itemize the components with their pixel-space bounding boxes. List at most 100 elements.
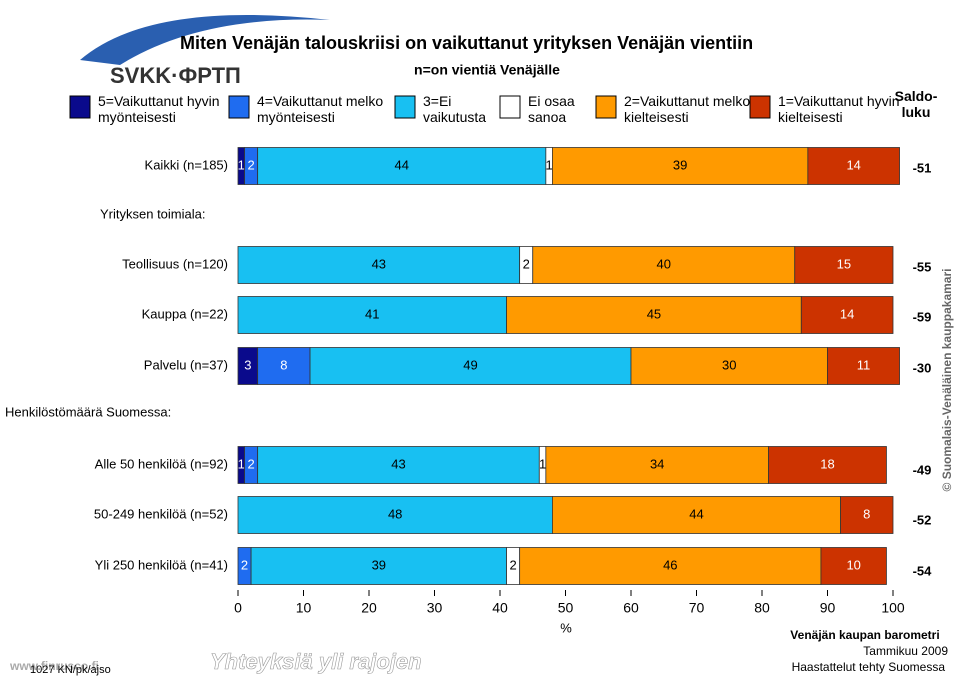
legend-entry-box: 5=Vaikuttanut hyvin myönteisesti — [98, 93, 220, 125]
legend-entry: Ei osaa sanoa — [528, 93, 575, 125]
value-label: 2 — [509, 557, 516, 572]
x-tick-label: 70 — [689, 600, 705, 616]
bar-segment — [800, 296, 894, 334]
value-label: 14 — [840, 306, 854, 321]
value-label: 45 — [647, 306, 661, 321]
value-label: 48 — [388, 506, 402, 521]
bar-segment — [250, 547, 507, 585]
y-tick-label: 50-249 henkilöä (n=52) — [94, 506, 228, 521]
legend-entry: 5=Vaikuttanut hyvin myönteisesti — [98, 93, 220, 125]
bar-segment — [257, 147, 547, 185]
footer-line: Haastattelut tehty Suomessa — [792, 660, 946, 674]
x-tick-label: 10 — [296, 600, 312, 616]
footer-line: Venäjän kaupan barometri — [790, 628, 939, 642]
value-label: 39 — [372, 557, 386, 572]
value-label: 2 — [247, 157, 254, 172]
bar-segment — [506, 296, 802, 334]
x-tick-label: 100 — [881, 600, 905, 616]
legend-swatch — [749, 95, 771, 119]
logo: SVKK·ФРТП — [110, 63, 241, 88]
legend-entry-box: 2=Vaikuttanut melko kielteisesti — [624, 93, 751, 125]
bar-segment — [630, 347, 828, 385]
bar-segment — [519, 547, 822, 585]
legend-entry-box: 4=Vaikuttanut melko myönteisesti — [257, 93, 384, 125]
slogan: Yhteyksiä yli rajojen — [210, 649, 422, 674]
legend-entry: 1=Vaikuttanut hyvin kielteisesti — [778, 93, 900, 125]
x-tick-label: 80 — [754, 600, 770, 616]
value-label: 1 — [238, 157, 245, 172]
value-label: 1 — [546, 157, 553, 172]
value-label: 11 — [857, 357, 871, 372]
value-label: 1 — [539, 456, 546, 471]
value-label: 1 — [238, 456, 245, 471]
value-label: 18 — [820, 456, 834, 471]
legend-entry-box: Ei osaa sanoa — [528, 93, 575, 125]
legend-entry-box: 1=Vaikuttanut hyvin kielteisesti — [778, 93, 900, 125]
bar-segment — [257, 446, 540, 484]
value-label: 43 — [391, 456, 405, 471]
bar-segment — [840, 496, 894, 534]
value-label: 2 — [247, 456, 254, 471]
saldo-label: -59 — [913, 309, 932, 324]
value-label: 40 — [657, 256, 671, 271]
copyright: © Suomalais-Venäläinen kauppakamari — [940, 269, 954, 492]
bar-segment — [237, 246, 521, 284]
legend-entry: 2=Vaikuttanut melko kielteisesti — [624, 93, 751, 125]
value-label: 10 — [846, 557, 860, 572]
chart-subtitle: n=on vientiä Venäjälle — [414, 62, 560, 78]
x-tick-label: 20 — [361, 600, 377, 616]
value-label: 14 — [846, 157, 860, 172]
value-label: 49 — [463, 357, 477, 372]
value-label: 3 — [244, 357, 251, 372]
bar-segment — [768, 446, 887, 484]
code: 1027 KN/pk/ajso — [30, 664, 111, 676]
group-label: Yrityksen toimiala: — [100, 206, 205, 221]
bar-segment — [820, 547, 887, 585]
x-tick-label: 0 — [234, 600, 242, 616]
value-label: 46 — [663, 557, 677, 572]
group-label: Henkilöstömäärä Suomessa: — [5, 404, 171, 419]
logo-swoosh — [80, 15, 330, 65]
bar-segment — [545, 446, 769, 484]
bar-segment — [257, 347, 311, 385]
y-tick-label: Alle 50 henkilöä (n=92) — [95, 456, 228, 471]
saldo-label: -30 — [913, 360, 932, 375]
saldo-title: Saldo-luku — [894, 88, 938, 120]
y-tick-label: Kaikki (n=185) — [145, 157, 228, 172]
legend-swatch — [499, 95, 521, 119]
x-tick-label: 90 — [820, 600, 836, 616]
value-label: 44 — [689, 506, 703, 521]
website: www.finrusco.fi — [9, 659, 99, 673]
value-label: 2 — [523, 256, 530, 271]
legend-swatch — [69, 95, 91, 119]
value-label: 44 — [395, 157, 409, 172]
value-label: 8 — [863, 506, 870, 521]
legend-swatch — [595, 95, 617, 119]
x-tick-label: 30 — [427, 600, 443, 616]
bar-segment — [794, 246, 894, 284]
x-tick-label: 40 — [492, 600, 508, 616]
y-tick-label: Teollisuus (n=120) — [122, 256, 228, 271]
bar-segment — [827, 347, 900, 385]
saldo-title-box: Saldo-luku — [894, 88, 938, 120]
bar-segment — [532, 246, 796, 284]
legend-swatch — [394, 95, 416, 119]
y-tick-label: Yli 250 henkilöä (n=41) — [95, 557, 228, 572]
value-label: 2 — [241, 557, 248, 572]
value-label: 15 — [837, 256, 851, 271]
saldo-label: -52 — [913, 512, 932, 527]
legend-entry: 4=Vaikuttanut melko myönteisesti — [257, 93, 384, 125]
y-tick-label: Palvelu (n=37) — [144, 357, 228, 372]
saldo-label: -51 — [913, 160, 932, 175]
value-label: 39 — [673, 157, 687, 172]
bar-segment — [807, 147, 900, 185]
y-tick-label: Kauppa (n=22) — [142, 306, 228, 321]
bar-segment — [237, 496, 553, 534]
bar-segment — [237, 296, 507, 334]
value-label: 41 — [365, 306, 379, 321]
saldo-label: -49 — [913, 462, 932, 477]
value-label: 34 — [650, 456, 664, 471]
value-label: 43 — [372, 256, 386, 271]
legend-entry: 3=Ei vaikutusta — [423, 93, 487, 125]
